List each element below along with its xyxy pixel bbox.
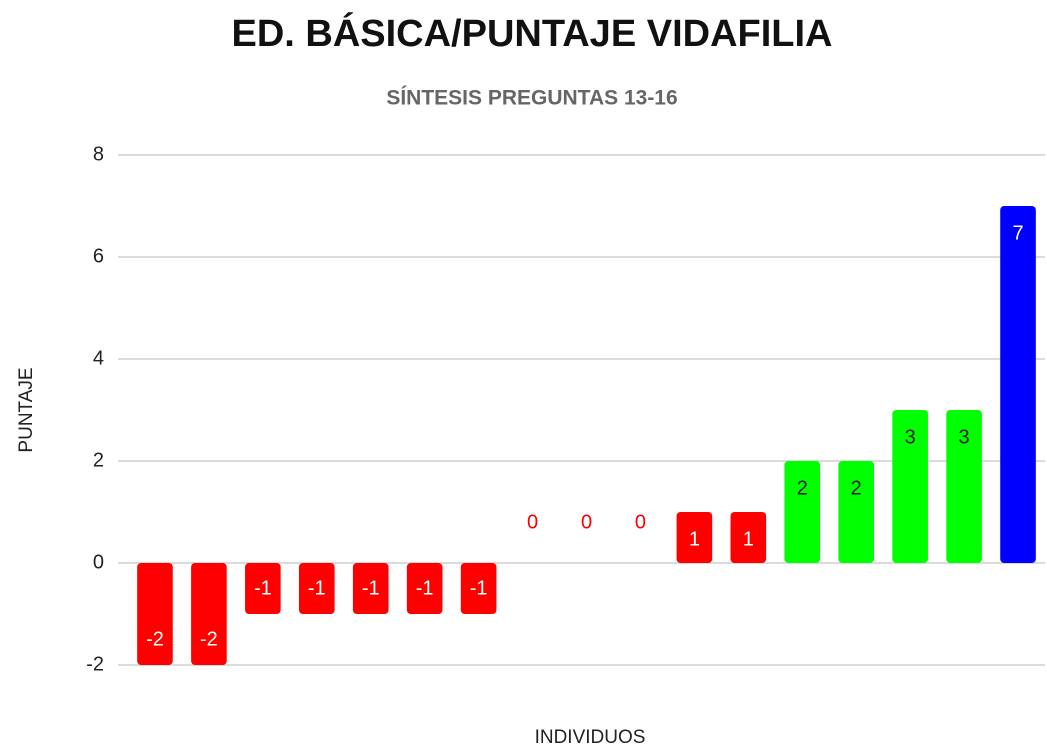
bar xyxy=(298,563,335,614)
chart-title: ED. BÁSICA/PUNTAJE VIDAFILIA xyxy=(231,11,832,55)
y-tick-label: -2 xyxy=(86,653,104,675)
y-tick-label: 6 xyxy=(93,245,104,267)
x-axis-label: INDIVIDUOS xyxy=(535,727,646,748)
bar xyxy=(352,563,389,614)
data-label: -1 xyxy=(308,577,326,599)
data-label: -1 xyxy=(416,577,434,599)
data-label: 2 xyxy=(851,477,862,499)
bar xyxy=(838,461,875,563)
bar xyxy=(946,410,982,563)
bar xyxy=(1000,206,1036,563)
y-tick-label: 4 xyxy=(93,347,104,369)
data-label: 0 xyxy=(527,511,538,533)
data-label: 3 xyxy=(959,426,970,448)
data-label: 3 xyxy=(905,426,916,448)
bar xyxy=(245,563,281,614)
data-label: 0 xyxy=(635,511,646,533)
bar xyxy=(137,563,173,665)
bar xyxy=(191,563,227,665)
data-label: 7 xyxy=(1012,222,1023,244)
y-tick-label: 0 xyxy=(93,551,104,573)
y-tick-label: 8 xyxy=(93,143,104,165)
data-label: -1 xyxy=(254,577,272,599)
bar xyxy=(730,512,767,563)
y-tick-label: 2 xyxy=(93,449,104,471)
bar xyxy=(406,563,443,614)
data-label: 2 xyxy=(797,477,808,499)
data-label: 1 xyxy=(743,528,754,550)
data-label: -1 xyxy=(362,577,380,599)
bar xyxy=(784,461,821,563)
bar xyxy=(676,512,713,563)
data-label: 1 xyxy=(689,528,700,550)
data-label: 0 xyxy=(581,511,592,533)
bar xyxy=(892,410,928,563)
y-axis-label: PUNTAJE xyxy=(16,367,37,452)
bar xyxy=(460,563,497,614)
data-label: -2 xyxy=(200,628,218,650)
data-label: -2 xyxy=(146,628,164,650)
chart-subtitle: SÍNTESIS PREGUNTAS 13-16 xyxy=(386,87,677,110)
data-label: -1 xyxy=(470,577,488,599)
